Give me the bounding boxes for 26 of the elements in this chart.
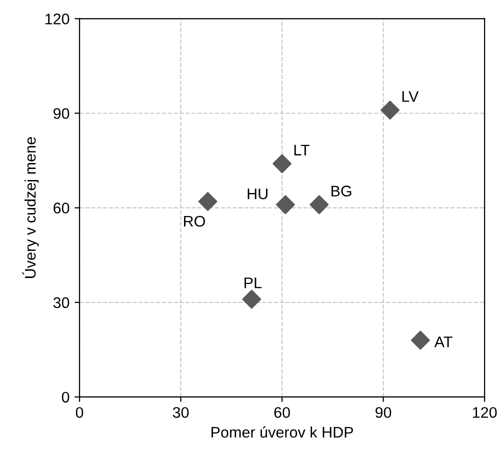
y-axis-title: Úvery v cudzej mene bbox=[22, 137, 39, 278]
point bbox=[242, 290, 262, 309]
y-tick-label: 60 bbox=[54, 202, 70, 214]
y-tick-label: 90 bbox=[54, 108, 70, 119]
point bbox=[276, 195, 295, 214]
point bbox=[272, 154, 292, 174]
annotation: PL bbox=[244, 278, 262, 288]
annotation: RO bbox=[184, 216, 205, 227]
x-tick-label: 90 bbox=[376, 407, 392, 418]
point bbox=[310, 195, 329, 214]
x-tick-label: 30 bbox=[172, 407, 189, 418]
x-tick-label: 120 bbox=[472, 407, 497, 418]
y-tick-label: 120 bbox=[45, 14, 70, 24]
annotation: BG bbox=[332, 186, 352, 196]
x-axis-title: Pomer úverov k HDP bbox=[212, 426, 353, 438]
annotation: AT bbox=[434, 336, 452, 348]
y-tick-label: 0 bbox=[62, 392, 70, 403]
point bbox=[380, 100, 400, 120]
annotation: HU bbox=[248, 188, 268, 200]
annotation: LT bbox=[294, 144, 310, 156]
point bbox=[410, 330, 430, 350]
x-tick-label: 60 bbox=[274, 407, 290, 418]
x-tick-label: 0 bbox=[76, 407, 84, 418]
annotation: LV bbox=[402, 91, 419, 102]
y-tick-label: 30 bbox=[53, 297, 70, 308]
point bbox=[198, 192, 218, 211]
